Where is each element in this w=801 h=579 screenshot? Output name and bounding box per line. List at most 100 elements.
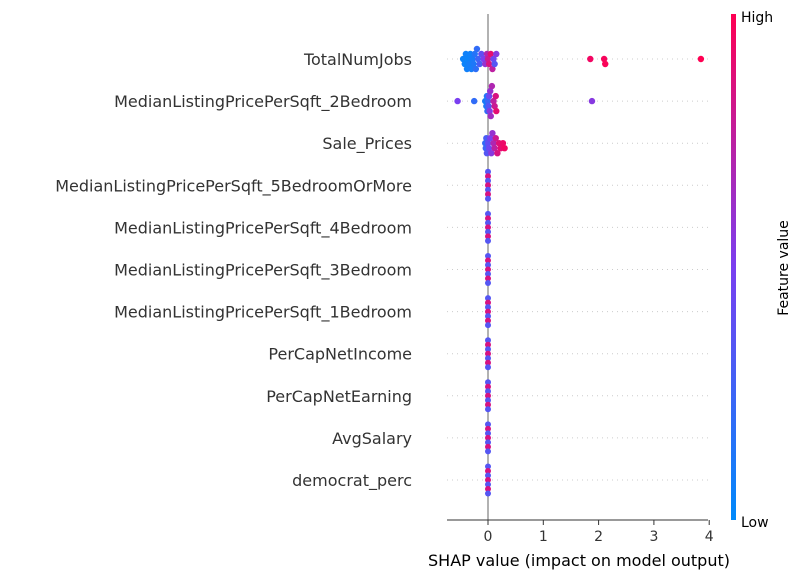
feature-labels: TotalNumJobs MedianListingPricePerSqft_2B… xyxy=(55,50,412,491)
shap-point xyxy=(490,55,497,63)
shap-point xyxy=(485,102,492,110)
x-tick-label: 2 xyxy=(594,529,603,545)
shap-point xyxy=(487,112,494,120)
shap-point xyxy=(484,140,492,147)
shap-point xyxy=(499,140,507,147)
shap-point xyxy=(485,401,491,408)
shap-point xyxy=(485,280,491,286)
shap-point xyxy=(485,177,491,184)
shap-point xyxy=(485,60,493,68)
shap-point xyxy=(600,55,608,63)
shap-point xyxy=(485,346,491,353)
shap-point xyxy=(485,228,491,235)
shap-point xyxy=(485,186,491,193)
x-tick-label: 3 xyxy=(649,529,658,545)
x-axis-ticks: 0 1 2 3 4 xyxy=(484,520,714,545)
shap-point xyxy=(467,50,474,58)
x-tick-label: 0 xyxy=(484,529,493,545)
shap-point xyxy=(485,145,493,152)
shap-point xyxy=(485,425,491,432)
shap-point xyxy=(485,299,491,306)
shap-point xyxy=(461,60,468,68)
shap-point xyxy=(485,434,491,441)
shap-point xyxy=(454,97,461,105)
x-axis-title: SHAP value (impact on model output) xyxy=(428,551,730,570)
feature-label: MedianListingPricePerSqft_4Bedroom xyxy=(114,218,412,238)
shap-point xyxy=(485,313,491,320)
feature-label: MedianListingPricePerSqft_3Bedroom xyxy=(114,261,412,281)
shap-point xyxy=(489,65,496,73)
shap-point xyxy=(485,191,491,198)
x-tick-label: 4 xyxy=(705,529,714,545)
shap-point xyxy=(493,50,500,58)
shap-points xyxy=(454,45,705,497)
shap-point xyxy=(488,150,495,157)
shap-point xyxy=(485,224,491,231)
shap-point xyxy=(469,55,476,63)
feature-label: MedianListingPricePerSqft_2Bedroom xyxy=(114,92,412,112)
shap-point xyxy=(485,266,491,273)
shap-point xyxy=(697,55,705,63)
shap-point xyxy=(471,50,478,58)
shap-point xyxy=(487,135,494,142)
shap-point xyxy=(462,50,470,58)
shap-point xyxy=(485,215,491,222)
shap-point xyxy=(490,97,497,105)
shap-point xyxy=(485,472,491,479)
shap-point xyxy=(485,379,491,386)
shap-point xyxy=(494,150,501,157)
shap-point xyxy=(464,55,472,63)
colorbar-gradient xyxy=(731,14,736,520)
shap-point xyxy=(588,97,596,105)
colorbar: High Low Feature value xyxy=(731,10,792,531)
shap-point xyxy=(485,341,491,348)
feature-label: TotalNumJobs xyxy=(303,50,412,69)
shap-point xyxy=(485,262,491,268)
shap-point xyxy=(485,173,491,180)
shap-point xyxy=(485,486,491,492)
shap-point xyxy=(485,317,491,324)
shap-point xyxy=(485,430,491,437)
shap-point xyxy=(485,468,491,474)
shap-point xyxy=(602,60,609,68)
shap-point xyxy=(470,97,478,105)
shap-point xyxy=(485,359,491,366)
colorbar-low-label: Low xyxy=(741,515,769,531)
shap-point xyxy=(484,55,492,63)
shap-point xyxy=(483,150,491,157)
shap-point xyxy=(485,195,491,202)
shap-point xyxy=(485,383,491,390)
shap-point xyxy=(485,350,491,357)
shap-point xyxy=(587,55,594,63)
shap-point xyxy=(485,439,491,446)
x-tick-label: 1 xyxy=(539,529,548,545)
feature-label: AvgSalary xyxy=(332,429,412,448)
shap-point xyxy=(485,355,491,362)
shap-point xyxy=(485,253,491,259)
shap-point xyxy=(488,82,496,90)
shap-point xyxy=(487,50,494,58)
shap-point xyxy=(490,140,497,147)
shap-point xyxy=(501,145,508,152)
colorbar-high-label: High xyxy=(741,10,773,26)
shap-point xyxy=(485,322,491,329)
shap-point xyxy=(485,308,491,315)
shap-point xyxy=(485,219,491,226)
shap-point xyxy=(485,477,491,483)
shap-point xyxy=(485,406,491,413)
shap-point xyxy=(472,65,480,73)
shap-point xyxy=(485,421,491,428)
shap-point xyxy=(485,443,491,450)
shap-point xyxy=(485,392,491,399)
shap-point xyxy=(485,448,491,455)
feature-label: PerCapNetIncome xyxy=(268,345,412,364)
shap-point xyxy=(485,237,491,244)
shap-point xyxy=(487,87,494,95)
shap-point xyxy=(489,130,496,137)
feature-label: democrat_perc xyxy=(292,471,412,491)
feature-label: PerCapNetEarning xyxy=(266,387,412,406)
shap-point xyxy=(491,102,498,110)
shap-point xyxy=(485,92,493,100)
shap-point xyxy=(491,145,498,152)
